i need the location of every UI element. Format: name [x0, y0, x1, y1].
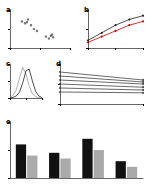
svg-text:b: b	[84, 6, 89, 14]
svg-text:d: d	[56, 60, 61, 68]
svg-text:e: e	[6, 118, 11, 126]
svg-text:c: c	[6, 60, 10, 68]
svg-text:a: a	[6, 6, 11, 14]
